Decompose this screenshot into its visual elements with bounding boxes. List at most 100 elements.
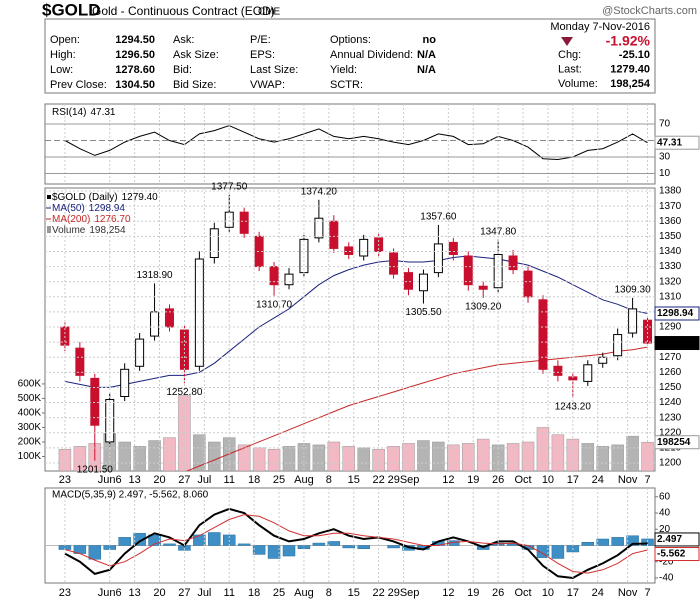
legend-icon [47, 226, 51, 233]
summary-label: Chg: [558, 49, 581, 61]
macd-histogram-bar [327, 541, 341, 546]
x-tick-label: 23 [59, 587, 71, 599]
volume-bar [357, 447, 370, 471]
x-tick-label: 11 [224, 474, 235, 486]
field-label: SCTR: [330, 79, 363, 91]
candle-body [418, 273, 428, 292]
x-tick-label: 15 [348, 474, 360, 486]
candle-body [90, 377, 100, 426]
x-tick-label: Nov [618, 474, 638, 486]
legend-entry: Volume 198,254 [52, 225, 126, 236]
rsi-tick-label: 30 [659, 152, 671, 163]
price-annotation: 1252.80 [166, 387, 203, 398]
macd-histogram-bar [536, 545, 550, 558]
volume-bar [536, 427, 550, 471]
price-annotation: 1309.30 [615, 284, 652, 295]
x-tick-label: 7 [644, 474, 650, 486]
candle-body [194, 258, 204, 367]
x-tick-label: 15 [348, 587, 360, 599]
volume-bar [447, 444, 460, 471]
legend-text: 198,254 [89, 225, 126, 236]
volume-tick-label: 400K [18, 408, 42, 419]
field-label: EPS: [250, 49, 275, 61]
candle-body [150, 311, 160, 337]
macd-histogram-bar [208, 532, 221, 546]
candle-body [583, 364, 593, 382]
price-annotation: 1305.50 [405, 307, 442, 318]
y-tick-label: 1360 [659, 216, 682, 227]
volume-tick-label: 100K [18, 451, 42, 462]
price-annotation: 1374.20 [301, 186, 338, 197]
field-value: no [423, 34, 437, 46]
y-tick-label: 1340 [659, 246, 682, 257]
candle-body [284, 273, 294, 286]
field-label: Ask: [173, 34, 194, 46]
candle-body [463, 255, 473, 286]
field-label: Bid Size: [173, 79, 216, 91]
y-tick-label: 1230 [659, 412, 682, 423]
summary-value: -25.10 [619, 49, 650, 61]
signal-value-box [654, 547, 700, 562]
x-tick-label: 23 [59, 474, 71, 486]
candle-body [254, 235, 264, 268]
volume-bar [267, 448, 281, 471]
field-value: 1278.60 [115, 64, 155, 76]
macd-tick-label: 40 [659, 508, 671, 519]
y-tick-label: 1220 [659, 427, 682, 438]
volume-bar [237, 444, 251, 471]
volume-bar [133, 446, 146, 471]
x-tick-label: 12 [442, 474, 454, 486]
macd-histogram-bar [237, 543, 251, 546]
y-tick-label: 1250 [659, 382, 682, 393]
field-label: Options: [330, 34, 371, 46]
candle-body [239, 211, 249, 234]
signal-value-label: -5.562 [657, 549, 686, 560]
x-tick-label: 12 [442, 587, 454, 599]
legend-icon [47, 195, 51, 199]
x-tick-label: Jul [197, 474, 211, 486]
macd-tick-label: -40 [659, 573, 674, 584]
y-tick-label: 1320 [659, 276, 682, 287]
rsi-legend: RSI(14) 47.31 [52, 107, 116, 118]
candle-body [478, 285, 488, 290]
macd-histogram-bar [252, 545, 266, 555]
volume-bar [342, 446, 356, 471]
x-tick-label: 27 [178, 474, 190, 486]
volume-bar [626, 435, 639, 471]
candle-body [628, 308, 638, 334]
quote-box [44, 18, 656, 94]
volume-bar [581, 443, 595, 471]
field-label: Bid: [173, 64, 192, 76]
y-tick-label: 1380 [659, 186, 682, 197]
y-tick-label: 1350 [659, 231, 682, 242]
candle-body [389, 252, 399, 275]
x-tick-label: 22 [373, 587, 385, 599]
volume-bar [551, 434, 565, 471]
volume-bar [476, 438, 490, 471]
price-annotation: 1309.20 [465, 302, 502, 313]
price-annotation: 1310.70 [256, 299, 293, 310]
x-tick-label: Jun6 [98, 587, 122, 599]
volume-tick-label: 300K [18, 422, 42, 433]
x-tick-label: Jun6 [98, 474, 122, 486]
field-label: Yield: [330, 64, 357, 76]
legend-text: 1279.40 [122, 192, 159, 203]
volume-bar [163, 437, 176, 471]
legend-entry: MA(50) 1298.94 [52, 203, 125, 214]
candle-body [359, 238, 369, 257]
candle-body [75, 347, 85, 376]
y-tick-label: 1290 [659, 322, 682, 333]
legend-entry: MA(200) 1276.70 [52, 214, 131, 225]
x-tick-label: 10 [542, 587, 554, 599]
x-tick-label: 25 [273, 587, 285, 599]
volume-bar [506, 443, 520, 471]
candle-body [448, 241, 458, 255]
x-tick-label: 8 [326, 587, 332, 599]
x-tick-label: 20 [153, 474, 165, 486]
signal-line [64, 514, 648, 574]
x-tick-label: 18 [248, 474, 260, 486]
y-tick-label: 1200 [659, 458, 682, 469]
x-tick-label: 27 [178, 587, 190, 599]
field-label: Open: [50, 34, 80, 46]
rsi-plot [64, 125, 648, 161]
